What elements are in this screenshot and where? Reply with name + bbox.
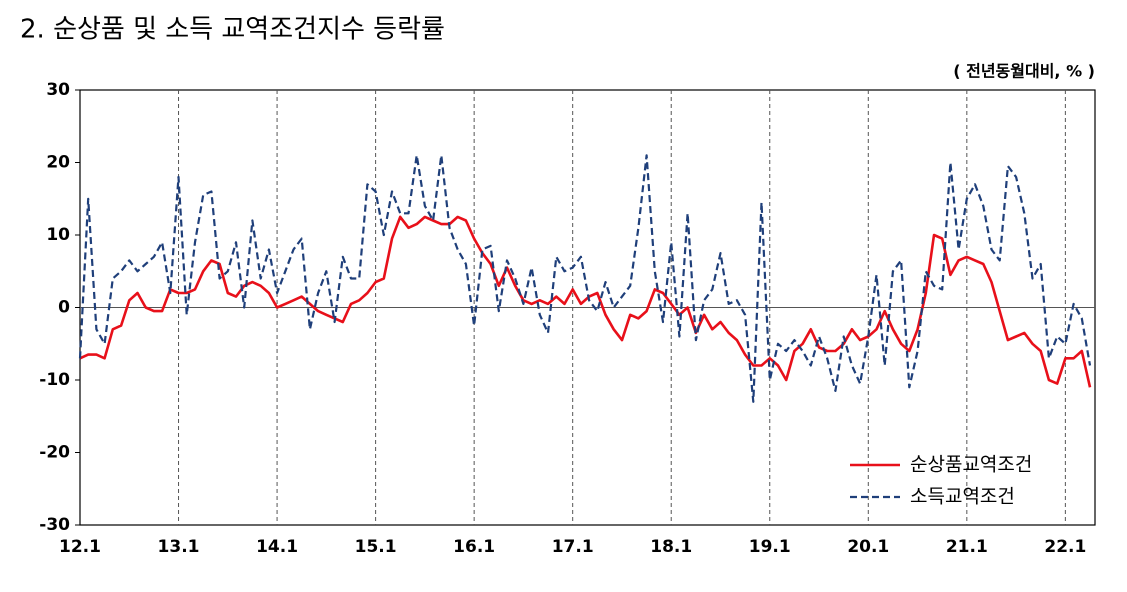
series-line [79, 215, 1092, 388]
x-tick-label: 13.1 [158, 537, 200, 557]
legend-label: 순상품교역조건 [910, 454, 1032, 476]
y-tick-label: 30 [46, 80, 70, 100]
unit-label: ( 전년동월대비, % ) [953, 62, 1095, 81]
series-line [78, 154, 1092, 403]
y-tick-label: -20 [39, 443, 70, 463]
x-tick-label: 16.1 [453, 537, 495, 557]
x-tick-label: 22.1 [1044, 537, 1086, 557]
y-tick-label: 20 [46, 153, 70, 173]
x-tick-label: 14.1 [256, 537, 298, 557]
y-tick-label: -10 [39, 370, 70, 390]
y-tick-label: 0 [58, 298, 70, 318]
x-tick-label: 18.1 [650, 537, 692, 557]
x-tick-label: 17.1 [552, 537, 594, 557]
x-tick-label: 15.1 [355, 537, 397, 557]
y-tick-label: 10 [46, 225, 70, 245]
y-tick-label: -30 [39, 515, 70, 535]
x-tick-label: 19.1 [749, 537, 791, 557]
x-tick-label: 12.1 [59, 537, 101, 557]
legend-label: 소득교역조건 [910, 486, 1015, 508]
x-tick-label: 20.1 [847, 537, 889, 557]
x-tick-label: 21.1 [946, 537, 988, 557]
chart-title: 2. 순상품 및 소득 교역조건지수 등락률 [20, 15, 445, 45]
